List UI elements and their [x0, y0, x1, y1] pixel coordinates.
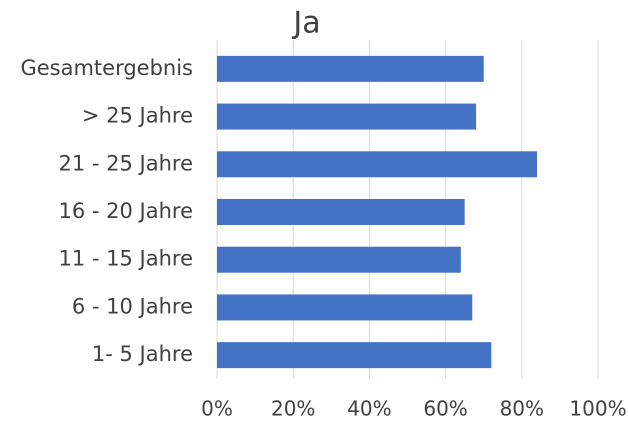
bar — [217, 199, 465, 225]
y-tick-label: > 25 Jahre — [82, 104, 193, 128]
bar — [217, 55, 484, 82]
y-tick-label: 16 - 20 Jahre — [58, 199, 193, 223]
x-tick-label: 0% — [201, 397, 233, 421]
bar — [217, 342, 492, 369]
bar — [217, 103, 477, 130]
bar — [217, 246, 461, 273]
y-tick-label: 1- 5 Jahre — [92, 342, 193, 366]
y-tick-label: 21 - 25 Jahre — [58, 151, 193, 175]
chart-title: Ja — [291, 6, 320, 41]
bar — [217, 294, 473, 321]
x-tick-label: 100% — [569, 397, 626, 421]
bar — [217, 151, 538, 178]
x-tick-label: 60% — [423, 397, 467, 421]
y-tick-label: 6 - 10 Jahre — [72, 294, 193, 318]
y-tick-label: 11 - 15 Jahre — [58, 247, 193, 271]
x-tick-label: 20% — [271, 397, 315, 421]
x-tick-label: 40% — [347, 397, 391, 421]
y-tick-label: Gesamtergebnis — [20, 56, 193, 80]
x-tick-label: 80% — [500, 397, 544, 421]
